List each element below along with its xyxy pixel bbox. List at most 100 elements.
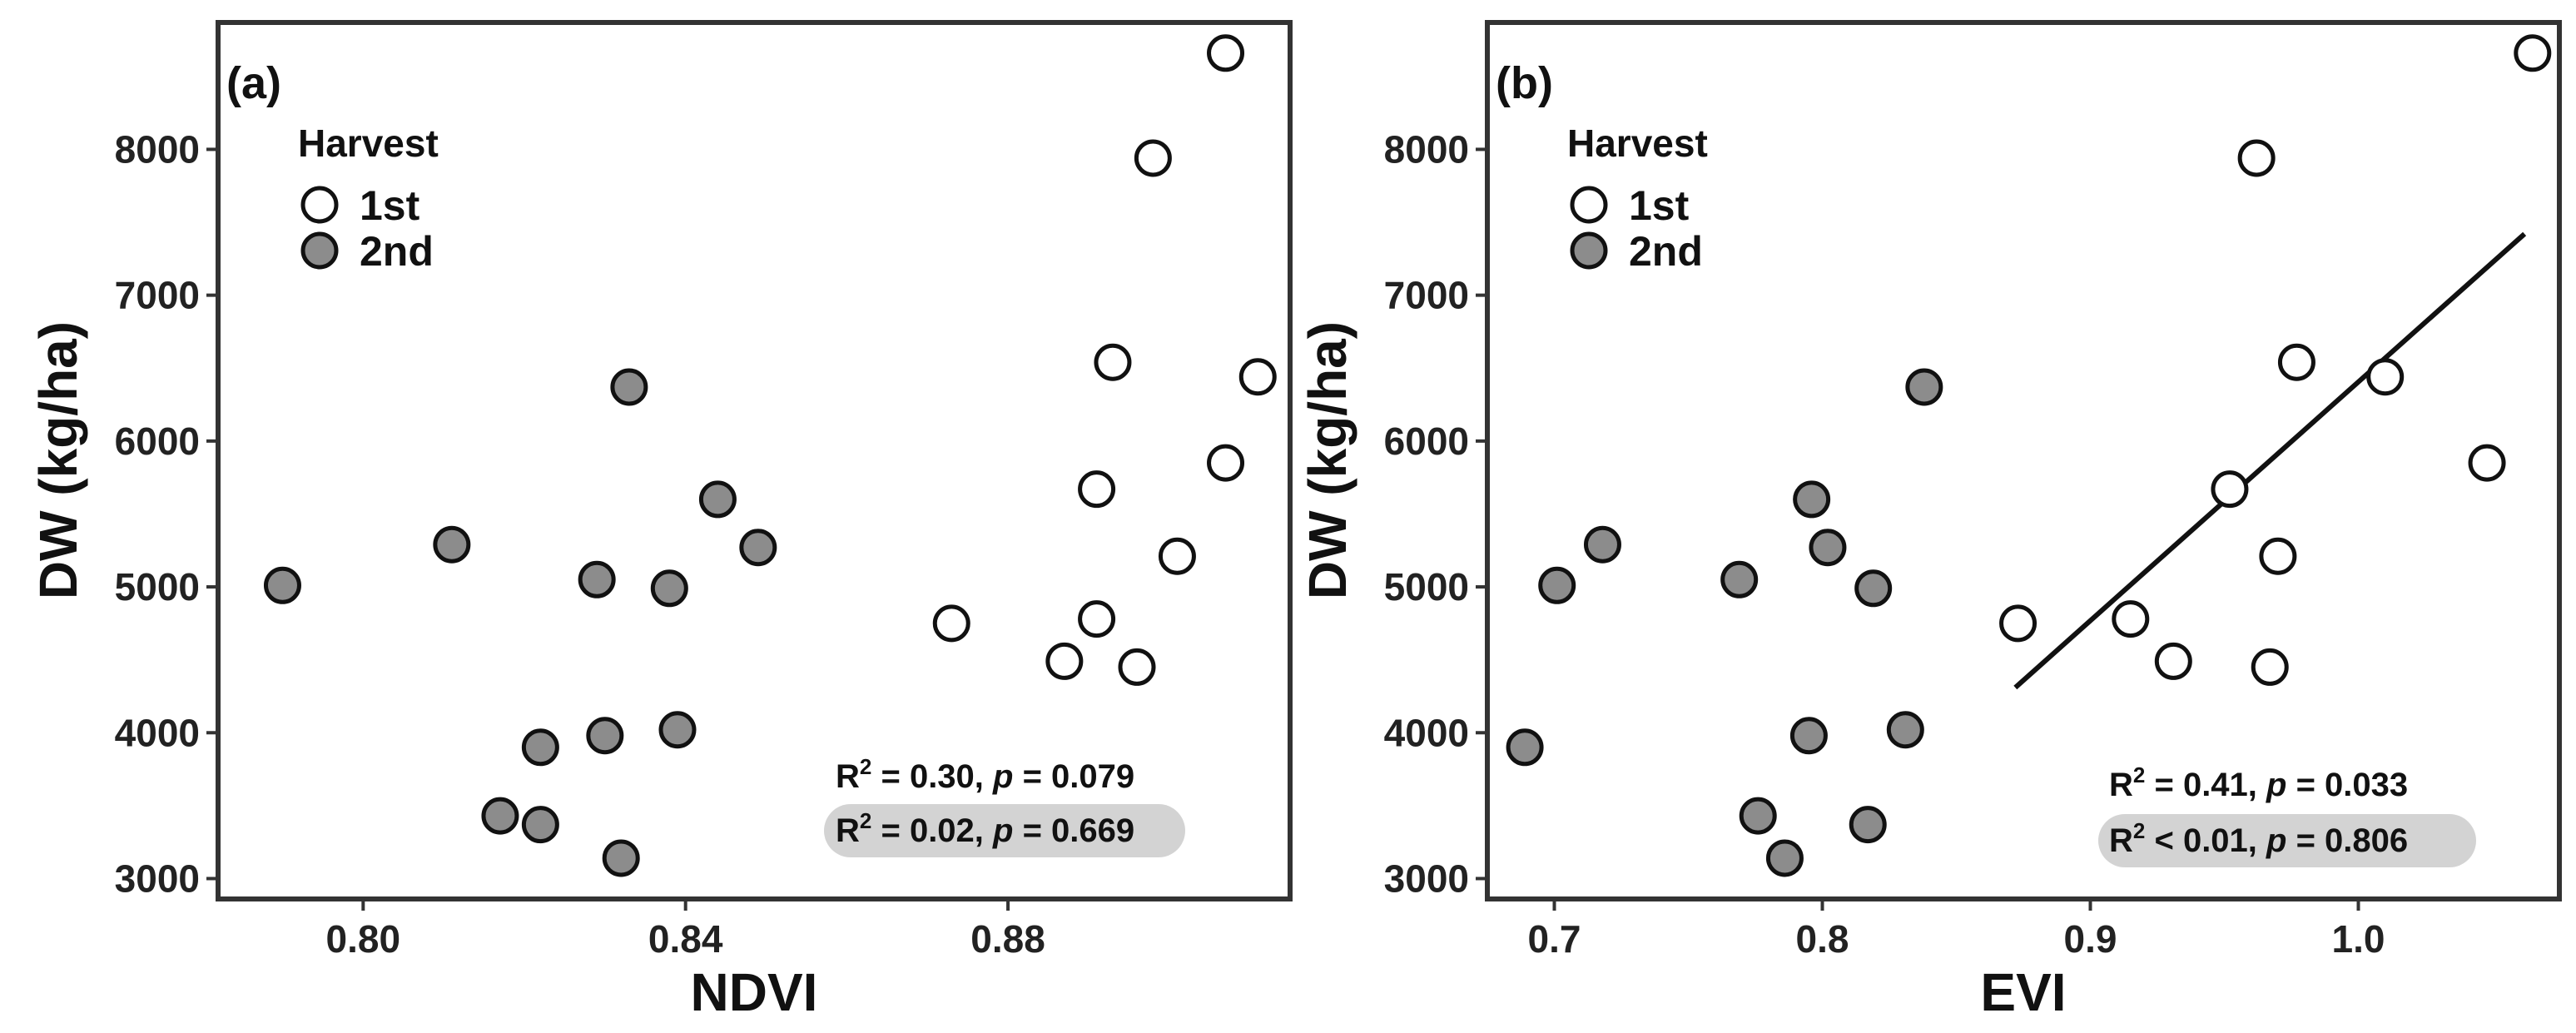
- panel-b-point-1st: [2514, 34, 2552, 72]
- panel-a-y-tick-label: 3000: [115, 857, 200, 900]
- panel-a-point-2nd: [739, 529, 777, 567]
- panel-a-point-1st: [1238, 358, 1277, 396]
- panel-b-legend: Harvest 1st 2nd: [1567, 122, 1708, 275]
- panel-b-stats-line-1: R2 = 0.41, p = 0.033: [2109, 762, 2408, 803]
- panel-a-legend: Harvest 1st 2nd: [298, 122, 439, 275]
- panel-a-point-1st: [1158, 537, 1196, 575]
- panel-b-legend-label-2nd: 2nd: [1629, 228, 1703, 275]
- panel-a-frame: [216, 20, 1293, 901]
- panel-a-point-1st: [1078, 600, 1116, 638]
- panel-a-point-1st: [1207, 34, 1245, 72]
- panel-b-y-tick-label: 4000: [1384, 711, 1469, 754]
- panel-a-y-tick-label: 7000: [115, 274, 200, 317]
- panel-b-x-tick-label: 0.7: [1528, 917, 1581, 961]
- panel-a-point-2nd: [650, 569, 688, 608]
- panel-a-label: (a): [226, 58, 281, 108]
- panel-a-point-2nd: [521, 806, 559, 844]
- panel-b-points: [1506, 34, 2552, 877]
- panel-b-point-1st: [2211, 470, 2249, 509]
- panel-b-y-tick-label: 8000: [1384, 127, 1469, 171]
- panel-b-legend-marker-1st: [1570, 186, 1608, 224]
- panel-a-x-tick-label: 0.80: [326, 917, 401, 961]
- panel-b-y-axis-title: DW (kg/ha): [1298, 321, 1357, 599]
- panel-b-point-2nd: [1793, 480, 1831, 519]
- panel-b-point-2nd: [1789, 717, 1828, 755]
- panel-b-point-2nd: [1538, 566, 1576, 604]
- panel-a-point-2nd: [698, 480, 737, 519]
- panel-a-x-tick-label: 0.88: [970, 917, 1045, 961]
- panel-b-stats-highlight: [2098, 814, 2476, 867]
- panel-a-point-1st: [1207, 444, 1245, 482]
- panel-b-point-1st: [2277, 343, 2315, 381]
- panel-b-x-tick-label: 1.0: [2332, 917, 2385, 961]
- panel-b-legend-title: Harvest: [1567, 122, 1708, 165]
- panel-a-point-1st: [1118, 648, 1156, 686]
- panel-a-point-2nd: [610, 368, 648, 406]
- panel-a-legend-label-2nd: 2nd: [360, 228, 434, 275]
- panel-b-ticks: 3000 4000 5000 6000 7000 8000 0.7 0.8 0.9 1.0: [1384, 127, 2385, 961]
- panel-a-stats: R2 = 0.30, p = 0.079 R2 = 0.02, p = 0.66…: [824, 754, 1185, 857]
- panel-b-point-2nd: [1739, 797, 1777, 835]
- panel-b-point-1st: [2468, 444, 2506, 482]
- panel-b-stats-line-2: R2 < 0.01, p = 0.806: [2109, 818, 2408, 859]
- panel-b-point-1st: [2154, 642, 2192, 680]
- panel-b-label: (b): [1496, 58, 1553, 108]
- panel-a-point-2nd: [586, 717, 624, 755]
- panel-a-point-1st: [1078, 470, 1116, 509]
- panel-b-y-tick-label: 5000: [1384, 565, 1469, 608]
- panel-a-legend-marker-2nd: [300, 231, 339, 270]
- panel-b: 3000 4000 5000 6000 7000 8000 0.7 0.8 0.9 1.0 (b)…: [1298, 20, 2562, 1022]
- panel-a-y-tick-label: 6000: [115, 420, 200, 463]
- panel-b-point-2nd: [1765, 839, 1804, 877]
- panel-a-x-axis-title: NDVI: [691, 962, 818, 1022]
- panel-a-ticks: 3000 4000 5000 6000 7000 8000 0.80 0.84 0.88: [115, 127, 1045, 961]
- panel-b-legend-label-1st: 1st: [1629, 182, 1690, 229]
- panel-b-legend-marker-2nd: [1570, 231, 1608, 270]
- panel-a-legend-label-1st: 1st: [360, 182, 420, 229]
- panel-b-point-2nd: [1583, 525, 1621, 564]
- panel-b-point-1st: [1999, 604, 2037, 643]
- panel-b-point-1st: [2112, 600, 2150, 638]
- panel-a-point-2nd: [521, 728, 559, 767]
- panel-a-point-1st: [1094, 343, 1132, 381]
- panel-a-y-tick-label: 5000: [115, 565, 200, 608]
- panel-a-point-2nd: [658, 711, 697, 749]
- panel-b-x-tick-label: 0.9: [2064, 917, 2117, 961]
- panel-b-point-1st: [2237, 139, 2276, 177]
- panel-a-legend-title: Harvest: [298, 122, 439, 165]
- panel-a-y-axis-title: DW (kg/ha): [28, 321, 88, 599]
- panel-a-stats-line-1: R2 = 0.30, p = 0.079: [836, 754, 1134, 795]
- panel-b-x-axis-title: EVI: [1980, 962, 2066, 1022]
- panel-b-point-2nd: [1886, 711, 1924, 749]
- panel-b-x-tick-label: 0.8: [1796, 917, 1849, 961]
- panel-b-frame: [1485, 20, 2562, 901]
- panel-a-y-tick-label: 4000: [115, 711, 200, 754]
- panel-b-point-2nd: [1854, 569, 1893, 608]
- panel-a-point-1st: [932, 604, 970, 643]
- panel-b-point-2nd: [1506, 728, 1544, 767]
- panel-b-stats: R2 = 0.41, p = 0.033 R2 < 0.01, p = 0.80…: [2098, 762, 2476, 867]
- panel-a-point-1st: [1134, 139, 1172, 177]
- panel-a-points: [263, 34, 1277, 877]
- panel-b-fit-line: [2013, 231, 2527, 690]
- panel-b-y-tick-label: 7000: [1384, 274, 1469, 317]
- panel-a-y-tick-label: 8000: [115, 127, 200, 171]
- panel-a: 3000 4000 5000 6000 7000 8000 0.80 0.84 0.88 (a)…: [28, 20, 1293, 1022]
- panel-a-point-2nd: [481, 797, 519, 835]
- panel-a-point-2nd: [602, 839, 640, 877]
- panel-a-stats-highlight: [824, 804, 1185, 857]
- panel-a-legend-marker-1st: [300, 186, 339, 224]
- panel-b-point-2nd: [1809, 529, 1847, 567]
- panel-b-point-2nd: [1849, 806, 1887, 844]
- panel-a-point-2nd: [433, 525, 471, 564]
- panel-a-point-2nd: [578, 560, 616, 598]
- panel-b-point-1st: [2366, 358, 2405, 396]
- panel-b-point-1st: [2259, 537, 2297, 575]
- panel-a-point-1st: [1045, 642, 1084, 680]
- panel-b-y-tick-label: 3000: [1384, 857, 1469, 900]
- panel-b-point-2nd: [1720, 560, 1759, 598]
- panel-b-point-2nd: [1905, 368, 1943, 406]
- panel-a-stats-line-2: R2 = 0.02, p = 0.669: [836, 808, 1134, 849]
- panel-a-point-2nd: [263, 566, 301, 604]
